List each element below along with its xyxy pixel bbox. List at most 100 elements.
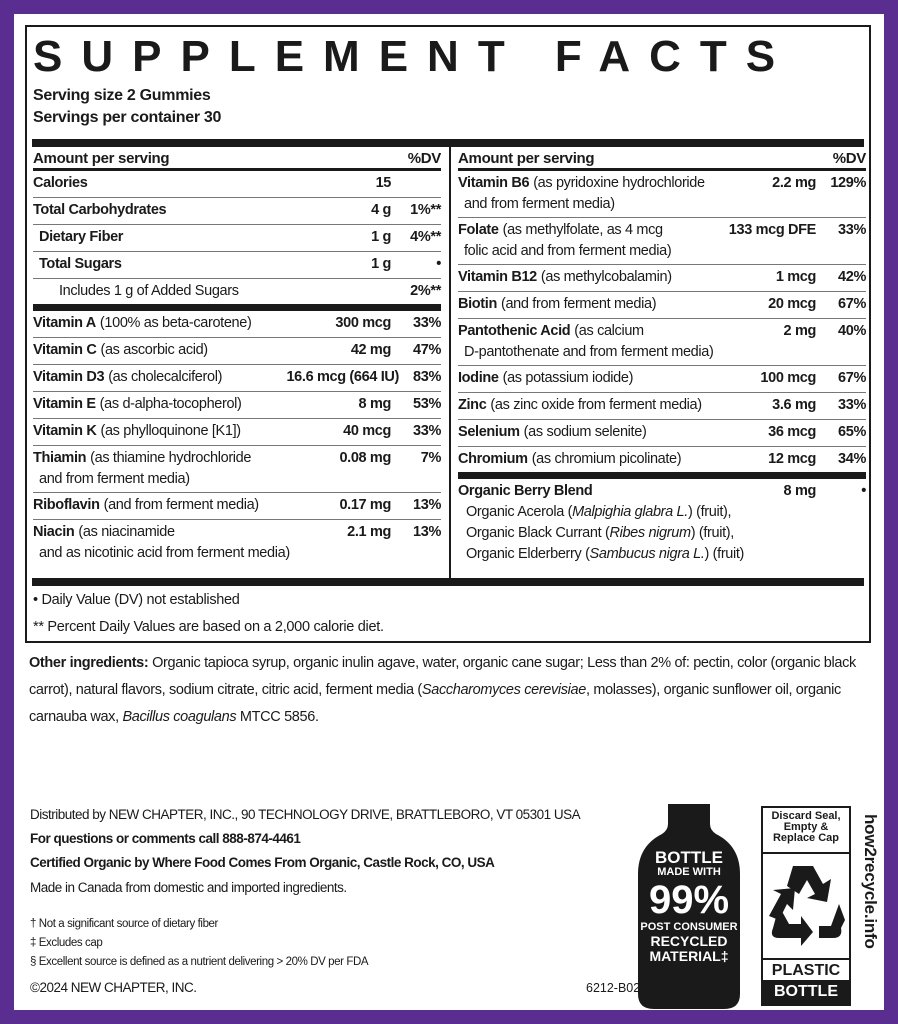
servings-per-container: Servings per container 30 bbox=[33, 109, 222, 126]
nutrient-row: Folate (as methylfolate, as 4 mcg folic ac… bbox=[458, 218, 866, 265]
nutrient-label: Riboflavin (and from ferment media) bbox=[33, 495, 296, 517]
nutrient-name: Vitamin K bbox=[33, 423, 97, 439]
nutrient-dv: 7% bbox=[420, 450, 442, 466]
nutrient-name: Iodine bbox=[458, 370, 499, 386]
nutrient-row: Vitamin B12 (as methylcobalamin) 1 mcg 42% bbox=[458, 265, 866, 292]
product-code: 6212-B02 bbox=[586, 981, 641, 995]
other-ingredients: Other ingredients: Organic tapioca syrup… bbox=[29, 650, 869, 731]
recycle-instruction: Discard Seal, Empty & Replace Cap bbox=[763, 808, 849, 854]
badge-text: BOTTLE bbox=[655, 848, 723, 867]
nutrient-amount: 40 mcg bbox=[343, 423, 391, 439]
nutrient-amount: 1 mcg bbox=[775, 269, 817, 285]
badge-text: MADE WITH bbox=[657, 865, 721, 878]
nutrient-label: Selenium (as sodium selenite) bbox=[458, 422, 721, 444]
text-segment: Malpighia glabra L. bbox=[572, 504, 688, 520]
badge-percent: 99% bbox=[648, 878, 730, 923]
badge-text: POST CONSUMER bbox=[640, 921, 738, 934]
nutrient-source: (and from ferment media) bbox=[103, 497, 260, 513]
nutrient-row: Vitamin A (100% as beta-carotene) 300 mcg 3… bbox=[33, 311, 441, 338]
nutrient-name: Total Sugars bbox=[39, 256, 122, 272]
badge-text: RECYCLED bbox=[650, 932, 728, 949]
nutrient-source: and as nicotinic acid from ferment media… bbox=[39, 545, 290, 561]
small-note: § Excellent source is defined as a nutri… bbox=[30, 956, 369, 968]
nutrient-label: Vitamin E (as d-alpha-tocopherol) bbox=[33, 394, 296, 416]
bottle-icon bbox=[638, 804, 740, 1009]
nutrient-name: Calories bbox=[33, 175, 88, 191]
nutrient-row: Pantothenic Acid (as calcium D-pantothenat… bbox=[458, 319, 866, 366]
thick-rule bbox=[32, 578, 864, 586]
nutrient-label: Vitamin K (as phylloquinone [K1]) bbox=[33, 421, 296, 443]
nutrient-row: Chromium (as chromium picolinate) 12 mcg 34… bbox=[458, 447, 866, 479]
nutrient-label: Vitamin B6 (as pyridoxine hydrochloride an… bbox=[458, 173, 721, 215]
nutrient-row: Total Carbohydrates 4 g 1%** bbox=[33, 198, 441, 225]
nutrient-name: Vitamin E bbox=[33, 396, 96, 412]
nutrient-label: Vitamin C (as ascorbic acid) bbox=[33, 340, 296, 362]
berry-ingredient: Organic Elderberry (Sambucus nigra L.) (… bbox=[466, 544, 744, 565]
nutrient-source: (as zinc oxide from ferment media) bbox=[490, 397, 702, 413]
nutrient-amount: 20 mcg bbox=[768, 296, 816, 312]
recycled-content-badge: BOTTLE MADE WITH 99% POST CONSUMER RECYC… bbox=[638, 849, 740, 963]
nutrient-amount: 2.1 mg bbox=[347, 524, 391, 540]
nutrient-name: Dietary Fiber bbox=[39, 229, 124, 245]
text-segment: Organic Black Currant ( bbox=[466, 525, 610, 541]
nutrient-name: Niacin bbox=[33, 524, 75, 540]
left-nutrient-column: Amount per serving %DV Calories 15 Total Ca… bbox=[33, 147, 441, 566]
recycle-icon bbox=[769, 866, 845, 946]
nutrient-source: Includes 1 g of Added Sugars bbox=[59, 283, 239, 299]
nutrient-dv: 34% bbox=[838, 451, 866, 467]
nutrient-amount: 100 mcg bbox=[760, 370, 816, 386]
nutrient-dv: 13% bbox=[413, 497, 441, 513]
text-segment: Sambucus nigra L. bbox=[589, 546, 705, 562]
nutrient-amount: 36 mcg bbox=[768, 424, 816, 440]
thick-rule bbox=[32, 139, 864, 147]
certification-line: Certified Organic by Where Food Comes Fr… bbox=[30, 855, 495, 870]
material-label: PLASTIC bbox=[763, 958, 849, 982]
nutrient-amount: 15 bbox=[375, 175, 392, 191]
nutrient-source: (100% as beta-carotene) bbox=[99, 315, 252, 331]
nutrient-amount: 1 g bbox=[371, 229, 391, 245]
nutrient-dv: • bbox=[861, 483, 866, 499]
serving-size: Serving size 2 Gummies bbox=[33, 87, 211, 104]
nutrient-dv: • bbox=[436, 256, 441, 272]
nutrient-source: (as chromium picolinate) bbox=[531, 451, 682, 467]
nutrient-row: Niacin (as niacinamide and as nicotinic ac… bbox=[33, 520, 441, 566]
nutrient-amount: 133 mcg DFE bbox=[728, 222, 817, 238]
nutrient-amount: 8 mg bbox=[783, 483, 817, 499]
copyright: ©2024 NEW CHAPTER, INC. bbox=[30, 980, 197, 995]
nutrient-row: Zinc (as zinc oxide from ferment media) 3.… bbox=[458, 393, 866, 420]
nutrient-source: (as calcium bbox=[574, 323, 644, 339]
nutrient-source: (as ascorbic acid) bbox=[100, 342, 208, 358]
nutrient-source: D-pantothenate and from ferment media) bbox=[464, 344, 714, 360]
nutrient-label: Vitamin B12 (as methylcobalamin) bbox=[458, 267, 721, 289]
nutrient-name: Pantothenic Acid bbox=[458, 323, 571, 339]
nutrient-name: Vitamin C bbox=[33, 342, 97, 358]
nutrient-label: Dietary Fiber bbox=[33, 227, 296, 249]
nutrient-dv: 67% bbox=[838, 370, 866, 386]
nutrient-dv: 53% bbox=[413, 396, 441, 412]
text-segment: Organic Elderberry ( bbox=[466, 546, 590, 562]
nutrient-dv: 33% bbox=[413, 423, 441, 439]
nutrient-source: (as potassium iodide) bbox=[502, 370, 634, 386]
nutrient-source: (as methylcobalamin) bbox=[540, 269, 672, 285]
nutrient-row: Vitamin C (as ascorbic acid) 42 mg 47% bbox=[33, 338, 441, 365]
nutrient-dv: 47% bbox=[413, 342, 441, 358]
berry-blend-row: Organic Berry Blend Organic Acerola (Mal… bbox=[458, 479, 866, 567]
how2recycle-url: how2recycle.info bbox=[861, 814, 880, 949]
footnote: • Daily Value (DV) not established bbox=[33, 592, 240, 608]
nutrient-dv: 83% bbox=[413, 369, 441, 385]
small-note: ‡ Excludes cap bbox=[30, 937, 103, 949]
column-divider bbox=[449, 147, 451, 583]
footnote: ** Percent Daily Values are based on a 2… bbox=[33, 619, 384, 635]
ingredient-text: Bacillus coagulans bbox=[122, 709, 237, 725]
nutrient-name: Chromium bbox=[458, 451, 528, 467]
nutrient-row: Riboflavin (and from ferment media) 0.17 m… bbox=[33, 493, 441, 520]
nutrient-amount: 3.6 mg bbox=[772, 397, 816, 413]
nutrient-row: Vitamin B6 (as pyridoxine hydrochloride an… bbox=[458, 171, 866, 218]
distributor-line: Distributed by NEW CHAPTER, INC., 90 TEC… bbox=[30, 807, 581, 822]
nutrient-label: Iodine (as potassium iodide) bbox=[458, 368, 721, 390]
column-header: Amount per serving %DV bbox=[33, 147, 441, 171]
nutrient-row: Iodine (as potassium iodide) 100 mcg 67% bbox=[458, 366, 866, 393]
nutrient-row: Biotin (and from ferment media) 20 mcg 67% bbox=[458, 292, 866, 319]
nutrient-name: Folate bbox=[458, 222, 499, 238]
nutrient-row: Vitamin D3 (as cholecalciferol) 16.6 mcg (… bbox=[33, 365, 441, 392]
